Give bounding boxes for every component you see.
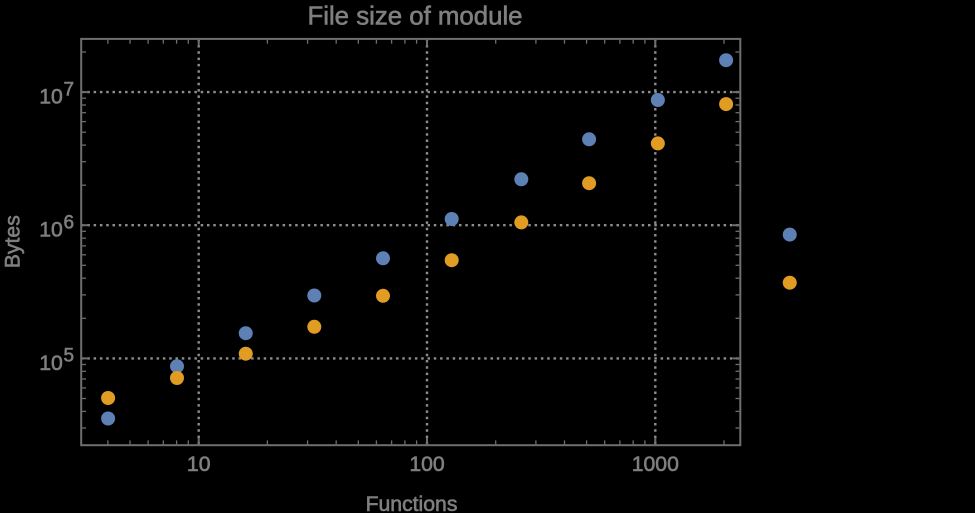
svg-text:100: 100 — [409, 453, 444, 476]
svg-text:Functions: Functions — [366, 493, 458, 513]
svg-text:10: 10 — [39, 219, 63, 242]
svg-text:10: 10 — [39, 352, 63, 375]
svg-text:10: 10 — [39, 86, 63, 109]
svg-text:6: 6 — [64, 213, 75, 234]
svg-text:10: 10 — [187, 453, 211, 476]
svg-text:5: 5 — [64, 346, 75, 367]
svg-text:7: 7 — [64, 79, 75, 100]
svg-text:1000: 1000 — [632, 453, 679, 476]
svg-text:File size of module: File size of module — [307, 3, 522, 31]
svg-text:Bytes: Bytes — [1, 215, 24, 268]
